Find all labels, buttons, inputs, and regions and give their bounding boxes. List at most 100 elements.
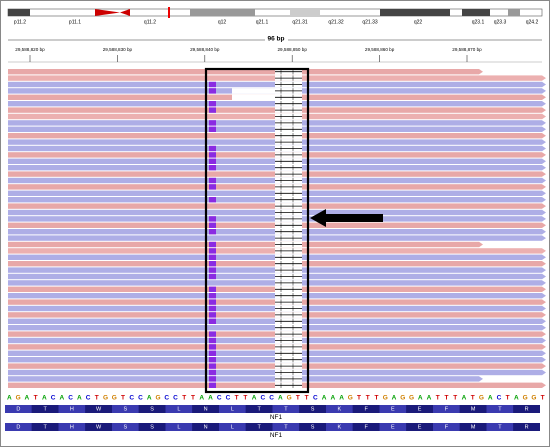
base: C — [164, 395, 169, 402]
insertion — [209, 216, 216, 222]
band — [8, 9, 30, 16]
base: C — [86, 395, 91, 402]
codon — [31, 405, 59, 413]
insertion — [209, 267, 216, 273]
base: G — [409, 395, 414, 402]
base: C — [217, 395, 222, 402]
amino-acid: T — [43, 407, 47, 413]
base: T — [243, 395, 247, 402]
codon — [138, 405, 166, 413]
read-end — [542, 94, 546, 100]
base: G — [479, 395, 484, 402]
base: C — [269, 395, 274, 402]
insertion — [209, 344, 216, 350]
insertion — [209, 376, 216, 382]
read-end — [542, 158, 546, 164]
codon — [245, 423, 273, 431]
read-end — [542, 101, 546, 107]
amino-acid: F — [445, 407, 449, 413]
read-end — [542, 139, 546, 145]
centromere — [120, 9, 130, 16]
read-end — [542, 273, 546, 280]
codon — [459, 423, 487, 431]
codon — [112, 423, 139, 431]
insertion — [209, 120, 216, 126]
base: G — [155, 395, 160, 402]
insertion — [209, 145, 216, 152]
read-end — [542, 312, 546, 318]
read — [8, 241, 479, 248]
insertion — [209, 261, 216, 267]
read-end — [542, 382, 546, 388]
amino-acid: K — [338, 425, 342, 431]
read-end — [542, 318, 546, 324]
insertion — [209, 165, 216, 171]
codon — [513, 423, 540, 431]
base: C — [68, 395, 73, 402]
chromosome — [7, 8, 543, 17]
base: A — [514, 395, 519, 402]
base: T — [34, 395, 38, 402]
codon — [272, 405, 300, 413]
position-label: 29,588,840 bp — [190, 47, 220, 52]
insertion — [209, 331, 216, 337]
base: A — [147, 395, 152, 402]
codon — [513, 405, 540, 413]
band — [190, 9, 255, 16]
read-end — [542, 229, 546, 235]
read-end — [542, 126, 546, 132]
insertion — [209, 382, 216, 388]
codon — [165, 405, 193, 413]
band-label: q21.32 — [328, 19, 344, 25]
amino-acid: E — [391, 425, 395, 431]
base: C — [129, 395, 134, 402]
read-end — [542, 363, 546, 369]
base: T — [182, 395, 186, 402]
amino-acid: W — [96, 407, 102, 413]
amino-acid: T — [498, 425, 502, 431]
base: C — [51, 395, 56, 402]
band-label: q21.1 — [256, 19, 269, 25]
base: T — [121, 395, 125, 402]
base: G — [16, 395, 21, 402]
base: A — [427, 395, 432, 402]
codon — [272, 423, 300, 431]
base: T — [541, 395, 545, 402]
amino-acid: S — [311, 425, 315, 431]
codon — [379, 405, 407, 413]
amino-acid: S — [124, 425, 128, 431]
base: T — [366, 395, 370, 402]
insertion — [209, 357, 216, 363]
base: T — [453, 395, 457, 402]
amino-acid: H — [70, 407, 74, 413]
read-end — [542, 145, 546, 152]
base: G — [112, 395, 117, 402]
codon — [486, 405, 514, 413]
amino-acid: E — [391, 407, 395, 413]
position-label: 29,588,870 bp — [452, 47, 482, 52]
insertion — [209, 293, 216, 299]
insertion — [209, 152, 216, 158]
read-end — [542, 203, 546, 209]
read-end — [542, 197, 546, 203]
amino-acid: R — [525, 407, 529, 413]
base: A — [25, 395, 30, 402]
read-end — [542, 75, 546, 81]
insertion — [209, 363, 216, 369]
position-label: 29,588,860 bp — [365, 47, 395, 52]
amino-acid: L — [177, 425, 180, 431]
codon — [192, 423, 219, 431]
read — [8, 69, 479, 75]
read-end — [542, 81, 546, 88]
band — [290, 9, 320, 16]
base: G — [287, 395, 292, 402]
band-label: q23.3 — [494, 19, 507, 25]
amino-acid: S — [124, 407, 128, 413]
insertion — [209, 229, 216, 235]
codon — [5, 405, 32, 413]
read-end — [542, 280, 546, 286]
amino-acid: W — [96, 425, 102, 431]
codon — [379, 423, 407, 431]
